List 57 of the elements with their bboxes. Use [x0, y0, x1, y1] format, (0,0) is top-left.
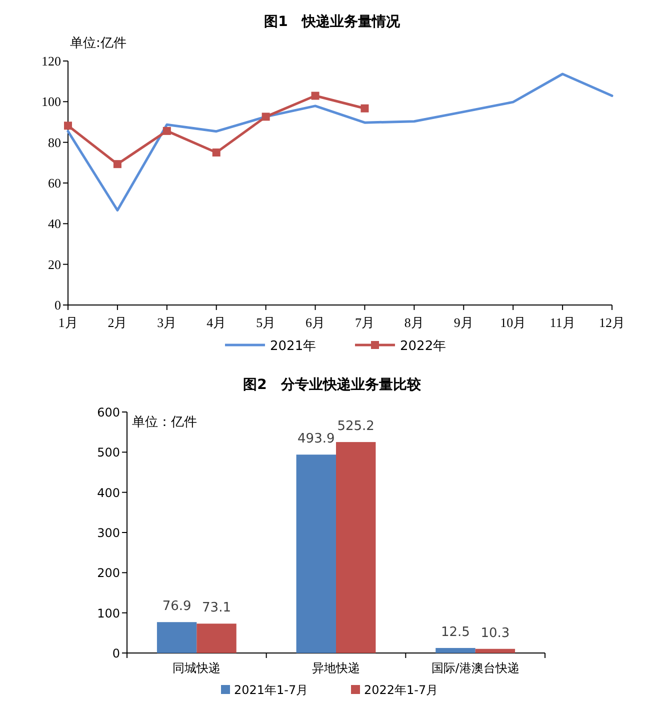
point	[311, 92, 320, 100]
x-tick-label: 同城快递	[172, 661, 221, 675]
x-tick-label: 7月	[354, 315, 374, 330]
line-series	[66, 72, 614, 212]
bar	[475, 648, 516, 653]
bar	[336, 442, 376, 653]
data-label: 493.9	[298, 432, 335, 447]
x-tick-label: 4月	[206, 315, 226, 330]
bar	[436, 648, 476, 653]
legend-label: 2022年	[400, 339, 446, 354]
annotation: 单位：亿件	[132, 415, 197, 430]
x-tick-label: 异地快递	[312, 661, 360, 675]
point	[162, 126, 171, 135]
x-tick-label: 5月	[256, 315, 276, 330]
x-tick-label: 6月	[306, 315, 326, 330]
y-tick-label: 80	[48, 134, 61, 150]
point	[64, 122, 72, 130]
y-tick-label: 20	[48, 256, 61, 272]
point	[360, 104, 369, 112]
x-tick-label: 2月	[108, 315, 128, 330]
y-tick-label: 200	[97, 566, 120, 580]
x-tick-label: 1月	[58, 315, 78, 330]
chart-title: 图2 分专业快递业务量比较	[243, 376, 422, 393]
y-tick-label: 60	[48, 176, 61, 190]
y-tick-label: 400	[97, 486, 120, 500]
bar	[296, 454, 336, 653]
x-tick-label: 11月	[550, 315, 576, 330]
point	[212, 148, 220, 156]
data-label: 12.5	[441, 624, 470, 640]
y-tick-label: 500	[97, 446, 120, 460]
y-tick-label: 120	[42, 54, 61, 68]
x-tick-label: 10月	[500, 315, 526, 330]
point	[113, 160, 122, 168]
x-tick-label: 国际/港澳台快递	[431, 661, 520, 675]
y-tick-label: 40	[48, 216, 61, 232]
data-label: 10.3	[480, 626, 510, 641]
x-tick-label: 8月	[404, 315, 424, 330]
chart-title: 图1 快递业务量情况	[264, 13, 401, 30]
legend-label: 2022年1-7月	[364, 683, 438, 697]
legend-label: 2021年1-7月	[234, 683, 308, 697]
bar	[196, 624, 236, 653]
bar	[156, 622, 197, 653]
data-label: 73.1	[202, 600, 231, 616]
x-tick-label: 3月	[157, 315, 177, 330]
y-tick-label: 600	[97, 406, 120, 420]
x-tick-label: 12月	[599, 315, 625, 330]
legend-label: 2021年	[270, 339, 316, 354]
text: 单位:亿件	[70, 36, 126, 51]
y-tick-label: 300	[97, 526, 120, 540]
y-tick-label: 100	[97, 606, 120, 620]
x-tick-label: 9月	[454, 315, 474, 330]
data-label: 525.2	[337, 419, 374, 434]
y-tick-label: 0	[112, 646, 120, 660]
y-tick-label: 100	[42, 94, 61, 110]
data-label: 76.9	[162, 599, 192, 614]
y-tick-label: 0	[54, 298, 61, 312]
point	[262, 112, 270, 121]
